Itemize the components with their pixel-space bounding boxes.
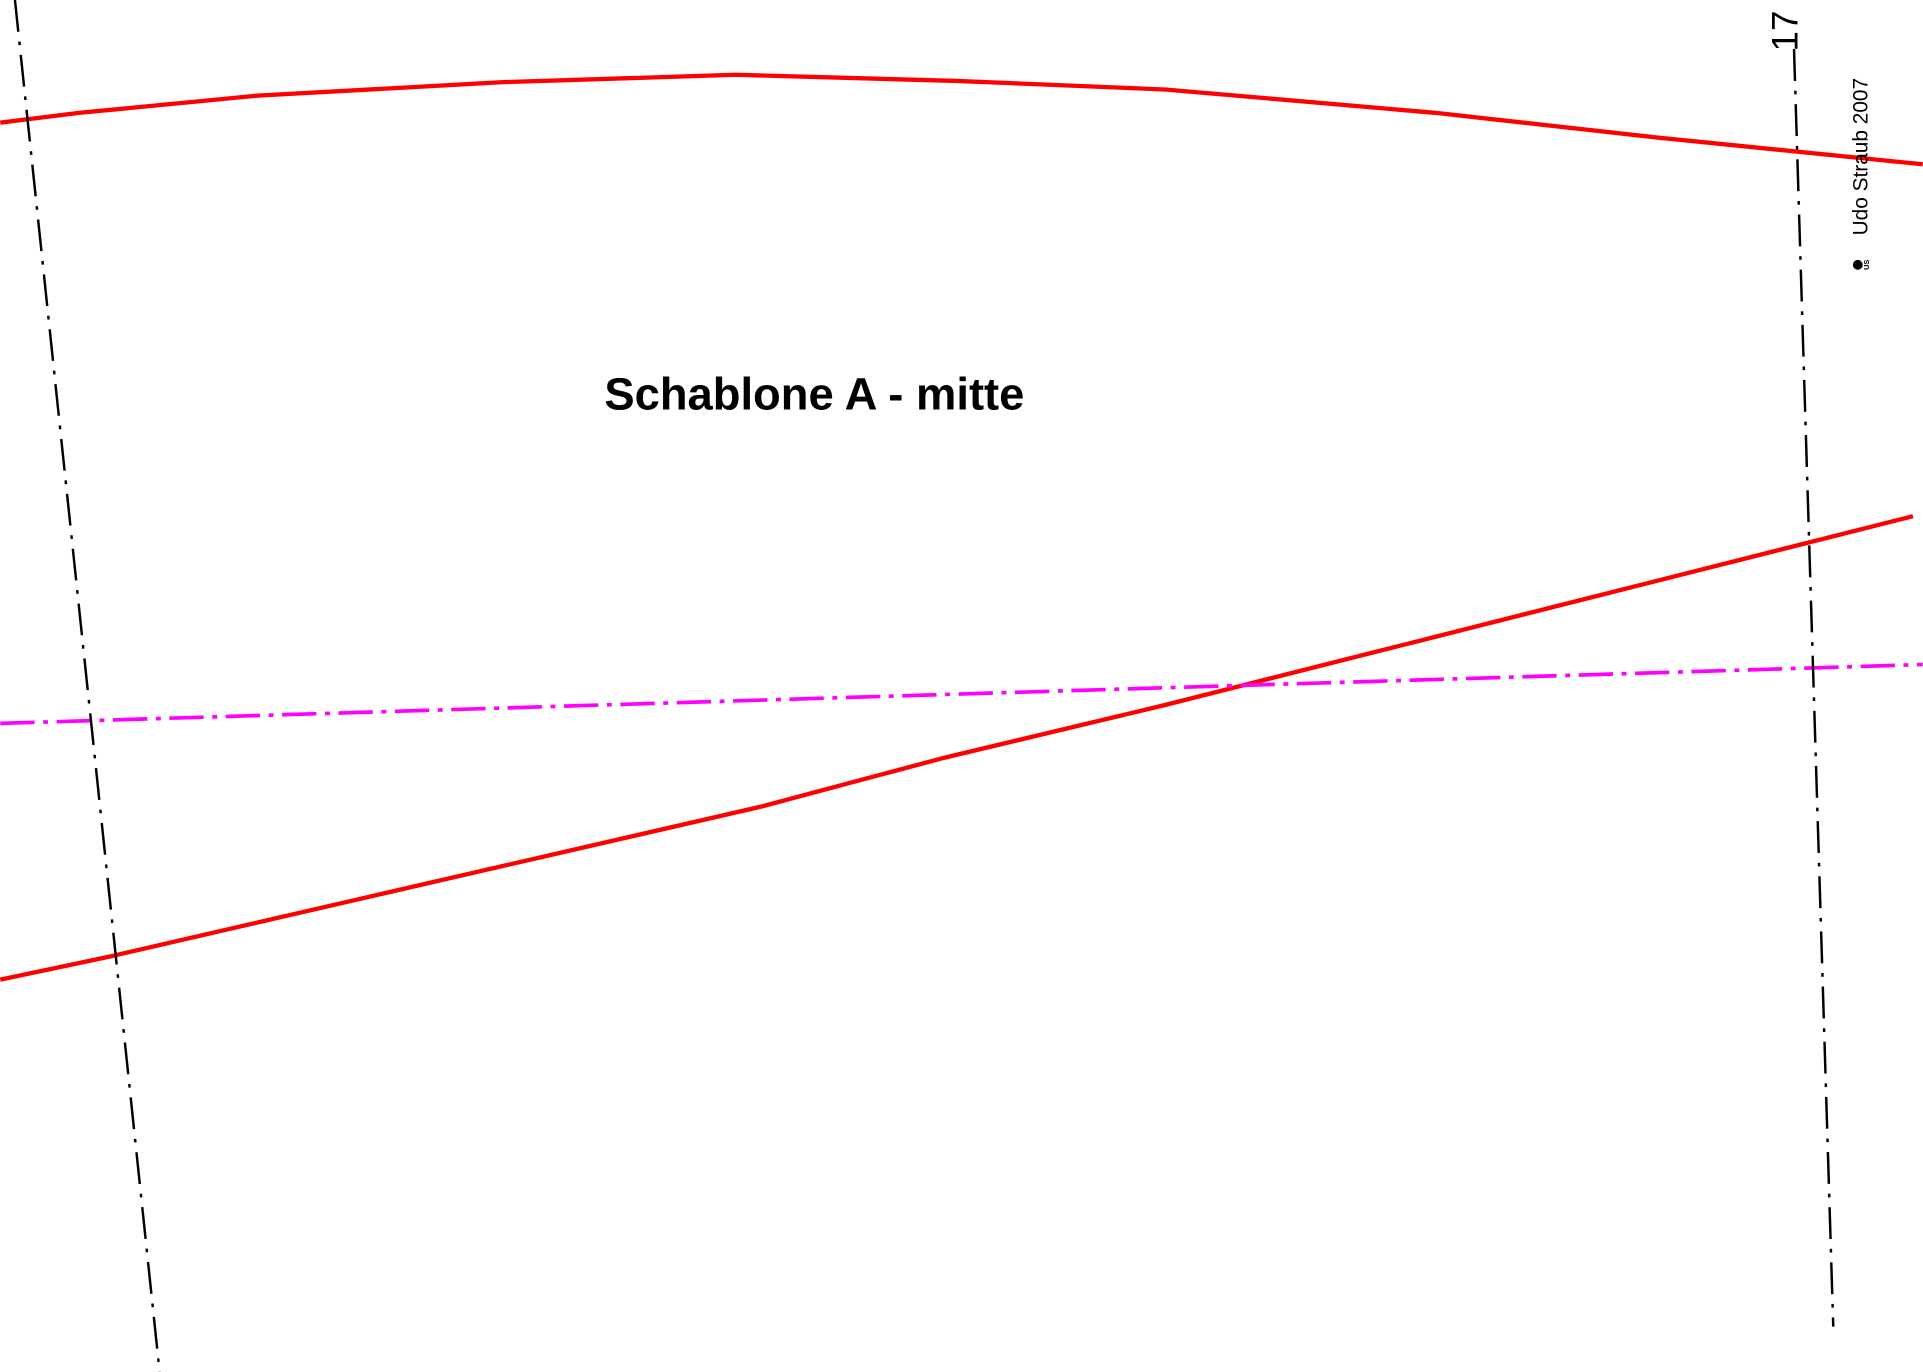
cut-line-top xyxy=(0,72,1923,167)
cut-line-bottom xyxy=(0,514,1914,982)
center-line xyxy=(0,662,1923,726)
guide-line-left xyxy=(13,0,161,1372)
page-number: 17 xyxy=(1765,11,1806,52)
copyright: Udo Straub 2007 xyxy=(1850,78,1873,235)
logo-text: US xyxy=(1862,260,1871,270)
template-title: Schablone A - mitte xyxy=(604,369,1024,420)
logo: US xyxy=(1852,260,1871,270)
guide-line-right xyxy=(1792,49,1835,1327)
